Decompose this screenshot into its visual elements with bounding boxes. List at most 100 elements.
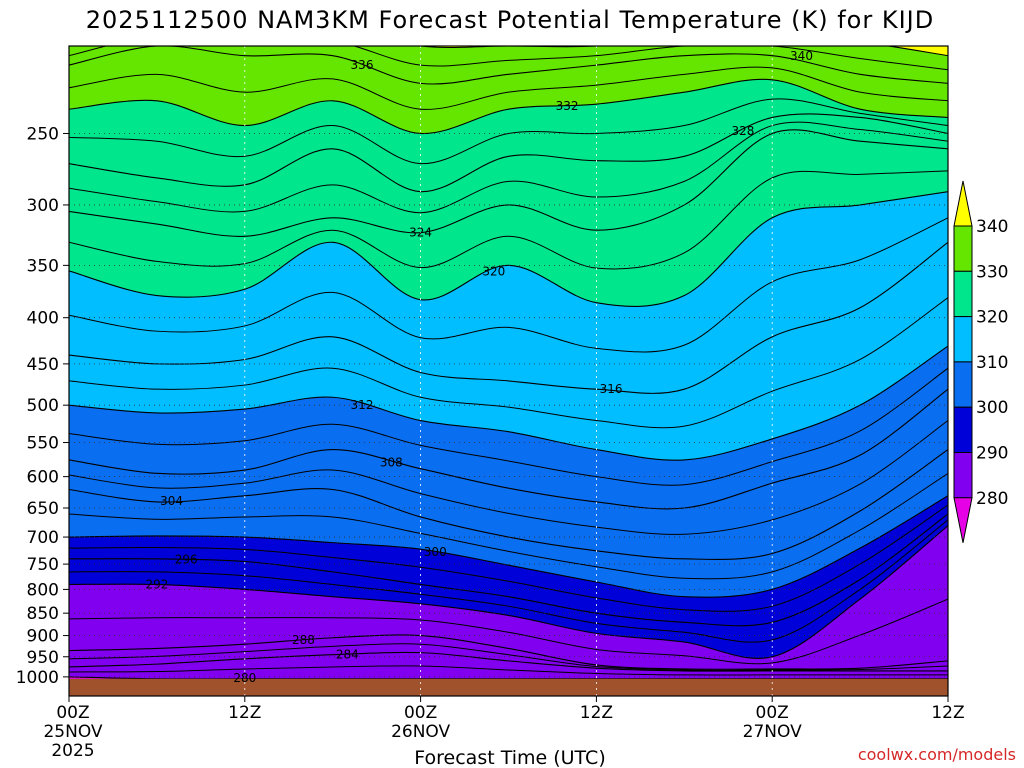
contour-label-280: 280 <box>233 671 256 685</box>
y-tick-label: 500 <box>27 396 59 416</box>
colorbar-label: 290 <box>976 444 1008 464</box>
colorbar-segment <box>953 225 973 272</box>
isentrope-308 <box>69 388 948 510</box>
colorbar-segment-bottom <box>953 497 973 543</box>
band-fill-336 <box>69 46 948 84</box>
contour-label-304: 304 <box>160 494 183 508</box>
contour-label-text: 320 <box>482 264 505 278</box>
isentrope-320 <box>69 191 948 307</box>
y-axis: 250 300 350 400 450 500 550 600 650 700 750 800 850 9… <box>16 124 69 688</box>
isentrope-298 <box>69 504 948 612</box>
x-tick-time: 00Z <box>756 703 789 723</box>
isentrope-328 <box>69 113 948 193</box>
contour-label-284: 284 <box>336 647 359 661</box>
contour-label-292: 292 <box>145 577 168 591</box>
contour-label-336: 336 <box>351 58 374 72</box>
credit-text: coolwx.com/models <box>858 745 1016 764</box>
y-tick-label: 1000 <box>16 668 59 688</box>
contour-label-328: 328 <box>731 124 754 138</box>
x-tick-date: 26NOV <box>391 722 450 742</box>
chart-title: 2025112500 NAM3KM Forecast Potential Tem… <box>86 6 934 34</box>
contour-label-text: 280 <box>233 671 256 685</box>
isentrope-312 <box>69 345 948 461</box>
colorbar-label: 330 <box>976 262 1008 282</box>
isentrope-294 <box>69 519 948 643</box>
colorbar-segment <box>953 406 973 454</box>
y-tick-label: 850 <box>27 604 59 624</box>
contour-label-text: 296 <box>175 553 198 567</box>
x-tick-time: 12Z <box>228 703 261 723</box>
isentrope-290 <box>69 598 948 665</box>
plot-area: 280 284 288 292 296 300 304 308 312 316 320 324 328 3… <box>16 45 965 761</box>
ground-surface <box>69 678 948 696</box>
x-tick-date: 25NOV <box>43 722 102 742</box>
x-tick-time: 00Z <box>404 703 437 723</box>
x-tick-time: 12Z <box>931 703 964 723</box>
plot-frame <box>68 45 949 697</box>
isentrope-292 <box>69 525 948 659</box>
colorbar-label: 320 <box>976 308 1008 328</box>
x-axis-label: Forecast Time (UTC) <box>414 747 605 768</box>
colorbar-label: 300 <box>976 398 1008 418</box>
y-tick-label: 250 <box>27 124 59 144</box>
contour-label-text: 332 <box>556 99 579 113</box>
contour-lines <box>69 46 948 680</box>
colorbar-segment <box>953 270 973 318</box>
contour-label-text: 312 <box>351 398 374 412</box>
contour-label-300: 300 <box>424 545 447 559</box>
x-tick-time: 00Z <box>56 703 89 723</box>
contour-label-text: 304 <box>160 494 183 508</box>
y-tick-label: 650 <box>27 499 59 519</box>
isentrope-306 <box>69 420 948 535</box>
isentrope-310 <box>69 367 948 486</box>
colorbar-label: 340 <box>976 217 1008 237</box>
isentrope-300 <box>69 495 948 598</box>
colorbar-segment-top <box>953 180 973 227</box>
y-tick-label: 900 <box>27 627 59 647</box>
x-tick-year: 2025 <box>51 741 94 761</box>
colorbar-segment <box>953 316 973 363</box>
y-tick-label: 600 <box>27 468 59 488</box>
contour-label-text: 340 <box>790 49 813 63</box>
isentrope-288 <box>69 634 948 670</box>
contour-label-312: 312 <box>351 398 374 412</box>
y-tick-label: 700 <box>27 528 59 548</box>
y-tick-label: 750 <box>27 555 59 575</box>
isentrope-304 <box>69 449 948 561</box>
contour-label-332: 332 <box>556 99 579 113</box>
y-tick-label: 350 <box>27 256 59 276</box>
y-tick-label: 450 <box>27 355 59 375</box>
isentrope-302 <box>69 472 948 580</box>
contour-label-324: 324 <box>409 226 432 240</box>
colorbar: 340 330 320 310 300 290 280 <box>953 180 1008 543</box>
contour-label-296: 296 <box>175 553 198 567</box>
isentrope-286 <box>69 643 948 671</box>
x-tick-time: 12Z <box>580 703 613 723</box>
isentrope-334 <box>69 66 948 110</box>
contour-labels: 280 284 288 292 296 300 304 308 312 316 320 324 328 3… <box>145 49 813 685</box>
isentrope-332 <box>69 78 948 135</box>
y-tick-label: 300 <box>27 196 59 216</box>
isentrope-284 <box>69 651 948 672</box>
contour-label-text: 324 <box>409 226 432 240</box>
colorbar-label: 280 <box>976 489 1008 509</box>
isentrope-330 <box>69 98 948 165</box>
contour-label-text: 284 <box>336 647 359 661</box>
isentrope-322 <box>69 170 948 270</box>
band-fill-332 <box>69 46 948 134</box>
isentrope-314 <box>69 297 948 429</box>
isentrope-318 <box>69 217 948 353</box>
contour-label-320: 320 <box>482 264 505 278</box>
isentrope-296 <box>69 513 948 627</box>
contour-label-text: 292 <box>145 577 168 591</box>
y-tick-label: 950 <box>27 648 59 668</box>
contour-label-288: 288 <box>292 633 315 647</box>
colorbar-segment <box>953 361 973 408</box>
contour-fill-group <box>69 46 948 696</box>
contour-label-text: 300 <box>424 545 447 559</box>
isentrope-282 <box>69 665 948 676</box>
contour-label-text: 336 <box>351 58 374 72</box>
contour-label-text: 308 <box>380 455 403 469</box>
